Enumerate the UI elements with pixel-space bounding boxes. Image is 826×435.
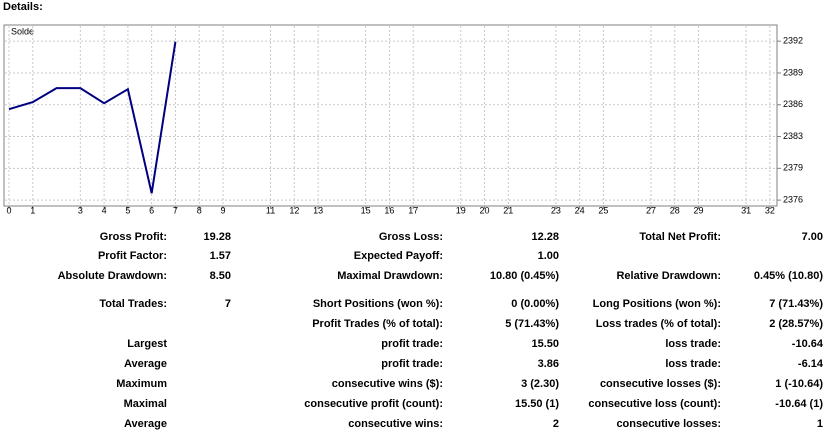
x-tick-label: 28 <box>670 205 680 215</box>
cell-value: 0.45% (10.80) <box>754 270 823 282</box>
x-tick-label: 32 <box>765 205 775 215</box>
x-tick-label: 11 <box>266 205 275 215</box>
cell-value: 3 (2.30) <box>521 378 559 390</box>
cell-label: Maximal Drawdown: <box>337 270 443 282</box>
cell-value: 1 <box>817 418 823 430</box>
x-tick-label: 16 <box>384 205 394 215</box>
x-tick-label: 15 <box>361 205 371 215</box>
x-tick-label: 25 <box>598 205 608 215</box>
legend-label: Solde <box>11 26 34 36</box>
cell-label: Average <box>124 358 167 370</box>
cell-label: Profit Factor: <box>98 250 167 262</box>
y-tick-label: 2386 <box>783 99 803 109</box>
cell-label: Profit Trades (% of total): <box>312 318 443 330</box>
x-tick-label: 19 <box>456 205 466 215</box>
cell-label: loss trade: <box>665 338 721 350</box>
cell-value: 7 <box>225 298 231 310</box>
cell-label: profit trade: <box>381 338 443 350</box>
x-tick-label: 13 <box>313 205 323 215</box>
cell-value: 5 (71.43%) <box>505 318 559 330</box>
cell-label: Total Net Profit: <box>639 231 721 243</box>
cell-label: Relative Drawdown: <box>616 270 721 282</box>
y-tick-label: 2389 <box>783 67 803 77</box>
details-title: Details: <box>3 1 43 13</box>
y-tick-label: 2376 <box>783 194 803 204</box>
x-tick-label: 5 <box>125 205 130 215</box>
cell-label: consecutive wins: <box>348 418 443 430</box>
cell-label: Long Positions (won %): <box>593 298 721 310</box>
cell-value: 10.80 (0.45%) <box>490 270 559 282</box>
cell-value: 12.28 <box>531 231 559 243</box>
cell-value: 7 (71.43%) <box>769 298 823 310</box>
x-tick-label: 0 <box>6 205 11 215</box>
cell-value: 19.28 <box>203 231 231 243</box>
cell-label: Loss trades (% of total): <box>596 318 721 330</box>
cell-value: 2 <box>553 418 559 430</box>
cell-value: 1 (-10.64) <box>775 378 823 390</box>
x-tick-label: 4 <box>102 205 107 215</box>
cell-label: consecutive profit (count): <box>304 398 443 410</box>
cell-label: Expected Payoff: <box>354 250 443 262</box>
cell-value: 3.86 <box>538 358 559 370</box>
cell-label: Gross Profit: <box>100 231 167 243</box>
cell-value: -10.64 (1) <box>775 398 823 410</box>
x-tick-label: 27 <box>646 205 656 215</box>
cell-label: Total Trades: <box>99 298 167 310</box>
cell-label: consecutive losses: <box>616 418 721 430</box>
y-tick-label: 2383 <box>783 131 803 141</box>
cell-value: -6.14 <box>798 358 824 370</box>
cell-value: 1.57 <box>210 250 231 262</box>
x-tick-label: 20 <box>480 205 490 215</box>
cell-label: Maximum <box>116 378 167 390</box>
cell-value: 0 (0.00%) <box>511 298 559 310</box>
cell-label: Absolute Drawdown: <box>58 270 167 282</box>
x-tick-label: 12 <box>289 205 299 215</box>
x-tick-label: 29 <box>694 205 704 215</box>
cell-value: 2 (28.57%) <box>769 318 823 330</box>
x-tick-label: 6 <box>149 205 154 215</box>
x-tick-label: 24 <box>575 205 585 215</box>
x-tick-label: 3 <box>78 205 83 215</box>
cell-value: -10.64 <box>792 338 824 350</box>
cell-value: 7.00 <box>802 231 823 243</box>
y-tick-label: 2392 <box>783 36 803 46</box>
cell-label: Largest <box>127 338 167 350</box>
cell-value: 8.50 <box>210 270 231 282</box>
x-tick-label: 31 <box>741 205 751 215</box>
cell-label: loss trade: <box>665 358 721 370</box>
x-tick-label: 23 <box>551 205 561 215</box>
cell-label: profit trade: <box>381 358 443 370</box>
cell-value: 15.50 (1) <box>515 398 559 410</box>
cell-label: consecutive wins ($): <box>332 378 443 390</box>
y-tick-label: 2379 <box>783 163 803 173</box>
x-tick-label: 7 <box>173 205 178 215</box>
cell-label: Short Positions (won %): <box>313 298 443 310</box>
cell-label: consecutive losses ($): <box>600 378 721 390</box>
cell-label: Gross Loss: <box>379 231 443 243</box>
cell-label: Maximal <box>124 398 167 410</box>
x-tick-label: 8 <box>197 205 202 215</box>
cell-label: consecutive loss (count): <box>588 398 721 410</box>
x-tick-label: 21 <box>503 205 513 215</box>
cell-value: 1.00 <box>538 250 559 262</box>
cell-label: Average <box>124 418 167 430</box>
x-tick-label: 9 <box>220 205 225 215</box>
x-tick-label: 17 <box>408 205 418 215</box>
plot-frame <box>3 24 778 207</box>
series-line <box>8 41 177 194</box>
cell-value: 15.50 <box>531 338 559 350</box>
x-tick-label: 1 <box>30 205 35 215</box>
